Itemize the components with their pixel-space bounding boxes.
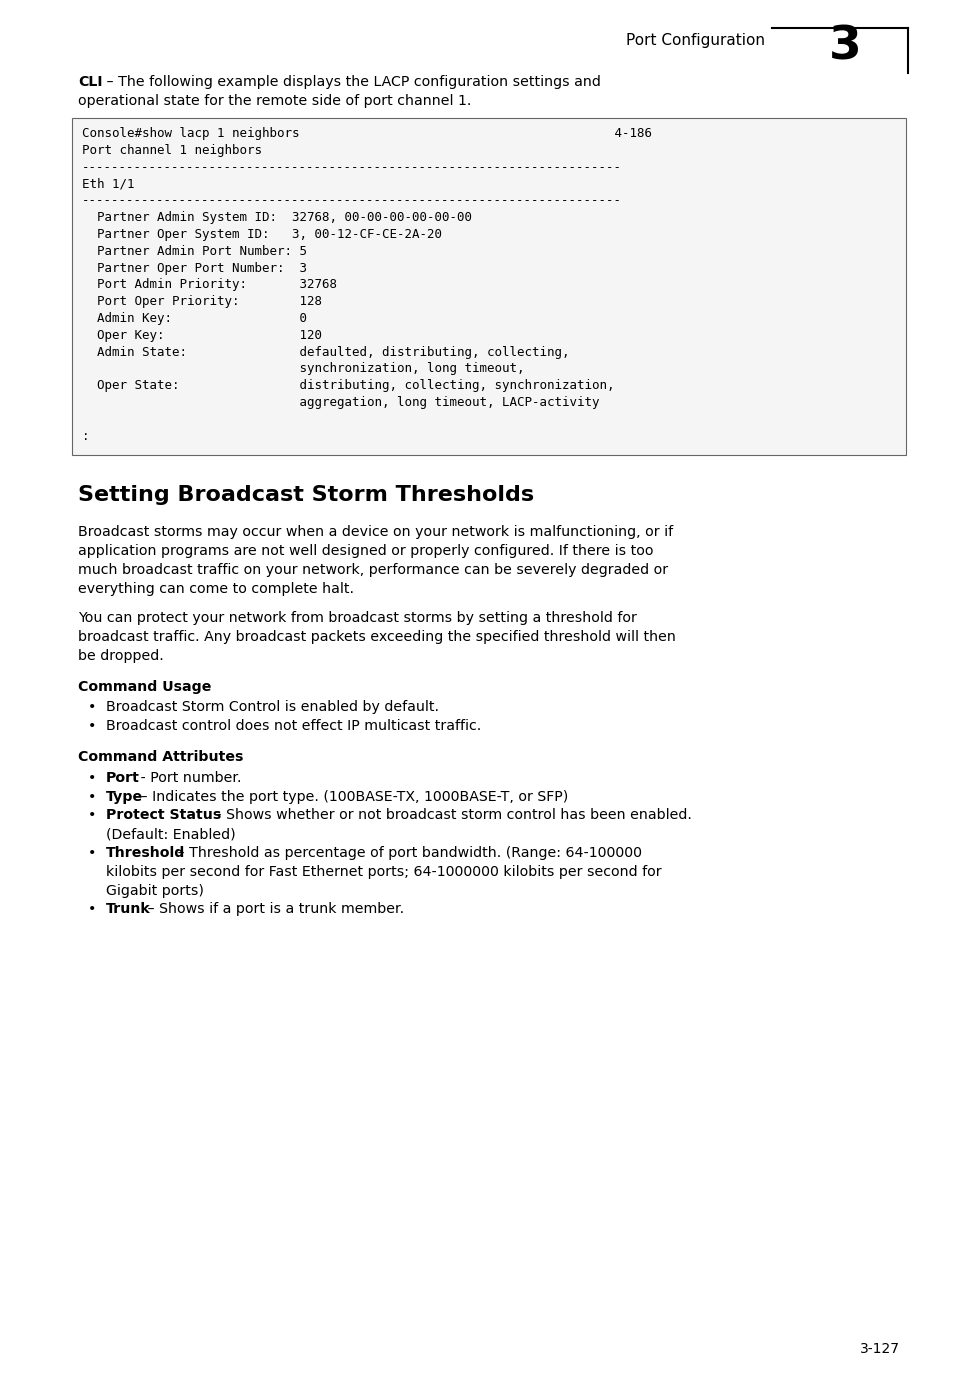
Text: Command Attributes: Command Attributes [78,750,243,765]
Text: much broadcast traffic on your network, performance can be severely degraded or: much broadcast traffic on your network, … [78,564,667,577]
Text: Console#show lacp 1 neighbors                                          4-186: Console#show lacp 1 neighbors 4-186 [82,128,651,140]
Text: Partner Admin Port Number: 5: Partner Admin Port Number: 5 [82,244,307,258]
Text: Oper Key:                  120: Oper Key: 120 [82,329,322,341]
Text: Partner Oper System ID:   3, 00-12-CF-CE-2A-20: Partner Oper System ID: 3, 00-12-CF-CE-2… [82,228,441,242]
Text: – Shows if a port is a trunk member.: – Shows if a port is a trunk member. [143,902,404,916]
Text: ------------------------------------------------------------------------: ----------------------------------------… [82,194,621,207]
Text: Partner Oper Port Number:  3: Partner Oper Port Number: 3 [82,262,307,275]
Text: kilobits per second for Fast Ethernet ports; 64-1000000 kilobits per second for: kilobits per second for Fast Ethernet po… [106,865,661,879]
Text: 3-127: 3-127 [859,1342,899,1356]
Text: aggregation, long timeout, LACP-activity: aggregation, long timeout, LACP-activity [82,396,598,409]
Text: :: : [82,430,90,443]
Text: be dropped.: be dropped. [78,648,164,662]
Text: broadcast traffic. Any broadcast packets exceeding the specified threshold will : broadcast traffic. Any broadcast packets… [78,630,675,644]
Text: – Indicates the port type. (100BASE-TX, 1000BASE-T, or SFP): – Indicates the port type. (100BASE-TX, … [135,790,567,804]
Text: Type: Type [106,790,143,804]
Text: •: • [88,701,96,715]
Text: – Threshold as percentage of port bandwidth. (Range: 64-100000: – Threshold as percentage of port bandwi… [172,845,641,861]
Text: CLI: CLI [78,75,102,89]
Text: Eth 1/1: Eth 1/1 [82,178,134,190]
Text: Port: Port [106,770,140,784]
Text: Broadcast storms may occur when a device on your network is malfunctioning, or i: Broadcast storms may occur when a device… [78,526,673,540]
Text: (Default: Enabled): (Default: Enabled) [106,827,235,841]
Text: 3: 3 [828,25,861,69]
Text: •: • [88,902,96,916]
Text: application programs are not well designed or properly configured. If there is t: application programs are not well design… [78,544,653,558]
Text: – Shows whether or not broadcast storm control has been enabled.: – Shows whether or not broadcast storm c… [210,808,691,822]
Text: Partner Admin System ID:  32768, 00-00-00-00-00-00: Partner Admin System ID: 32768, 00-00-00… [82,211,472,225]
Text: •: • [88,790,96,804]
Text: Port Oper Priority:        128: Port Oper Priority: 128 [82,296,322,308]
Text: •: • [88,845,96,861]
FancyBboxPatch shape [71,118,905,455]
Text: •: • [88,770,96,784]
Text: Port Configuration: Port Configuration [625,33,764,49]
Text: Admin State:               defaulted, distributing, collecting,: Admin State: defaulted, distributing, co… [82,346,569,358]
Text: everything can come to complete halt.: everything can come to complete halt. [78,582,354,595]
Text: Broadcast control does not effect IP multicast traffic.: Broadcast control does not effect IP mul… [106,719,480,733]
Text: Trunk: Trunk [106,902,151,916]
Text: Protect Status: Protect Status [106,808,221,822]
Text: – The following example displays the LACP configuration settings and: – The following example displays the LAC… [102,75,600,89]
Text: - Port number.: - Port number. [135,770,241,784]
Text: ------------------------------------------------------------------------: ----------------------------------------… [82,161,621,174]
Text: Setting Broadcast Storm Thresholds: Setting Broadcast Storm Thresholds [78,486,534,505]
Text: You can protect your network from broadcast storms by setting a threshold for: You can protect your network from broadc… [78,611,637,625]
Text: Oper State:                distributing, collecting, synchronization,: Oper State: distributing, collecting, sy… [82,379,614,393]
Text: Threshold: Threshold [106,845,185,861]
Text: synchronization, long timeout,: synchronization, long timeout, [82,362,524,375]
Text: operational state for the remote side of port channel 1.: operational state for the remote side of… [78,94,471,108]
Text: Command Usage: Command Usage [78,680,212,694]
Text: Admin Key:                 0: Admin Key: 0 [82,312,307,325]
Text: Port channel 1 neighbors: Port channel 1 neighbors [82,144,262,157]
Text: •: • [88,808,96,822]
Text: Gigabit ports): Gigabit ports) [106,884,204,898]
Text: •: • [88,719,96,733]
Text: Port Admin Priority:       32768: Port Admin Priority: 32768 [82,279,336,291]
Text: Broadcast Storm Control is enabled by default.: Broadcast Storm Control is enabled by de… [106,701,438,715]
